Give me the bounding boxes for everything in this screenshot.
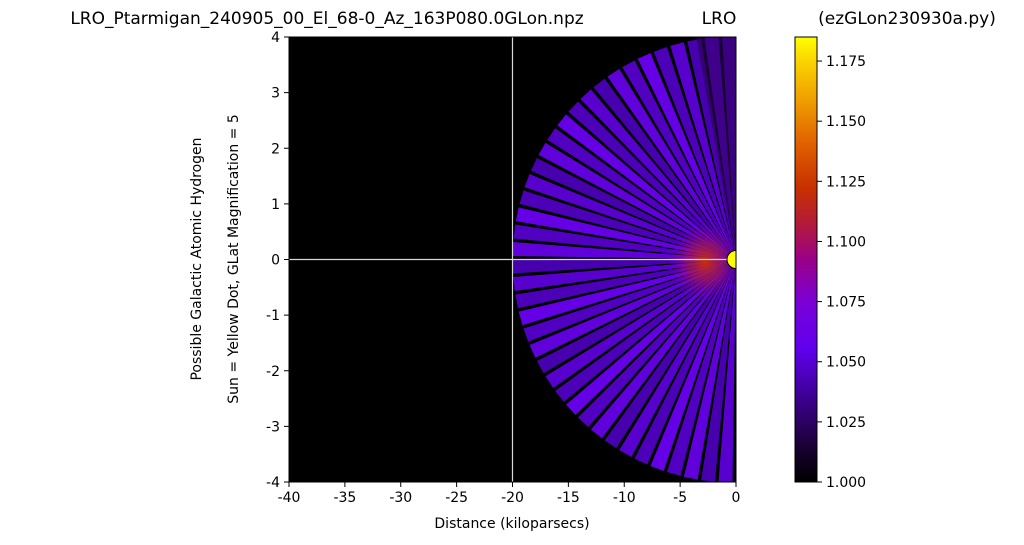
fan-wedge [687, 38, 736, 260]
fan-wedge [683, 259, 736, 480]
fan-wedge [670, 42, 736, 260]
fan-wedge [666, 259, 736, 476]
colorbar-ticks: 1.175 1.150 1.125 1.100 1.075 1.050 1.025 1.000 [817, 54, 866, 491]
y-tick-label: 4 [271, 30, 280, 46]
y-tick-label: -4 [266, 475, 280, 491]
fan-wedge [650, 259, 736, 471]
heatmap-hotspot [667, 222, 736, 302]
x-tick-label: -25 [445, 490, 468, 506]
fan-wedge [580, 89, 736, 260]
y-tick-label: 0 [271, 253, 280, 269]
x-tick-label: -30 [389, 490, 412, 506]
fan-wedge [718, 259, 736, 482]
fan-wedge [590, 259, 736, 439]
colorbar-tick-label: 1.100 [826, 234, 866, 250]
fan-wedge [607, 68, 736, 260]
x-tick-label: -10 [613, 490, 636, 506]
fan-wedge [593, 78, 736, 260]
colorbar-tick-label: 1.175 [826, 54, 866, 70]
colorbar [794, 36, 818, 483]
y-tick-label: -1 [266, 308, 280, 324]
x-tick-label: -15 [557, 490, 580, 506]
y-tick-label: 2 [271, 141, 280, 157]
y-axis-label-line2: Sun = Yellow Dot, GLat Magnification = 5 [226, 114, 242, 403]
y-tick-label: 1 [271, 197, 280, 213]
y-tick-label: 3 [271, 86, 280, 102]
x-tick-label: -5 [673, 490, 687, 506]
chart-title-left: LRO_Ptarmigan_240905_00_El_68-0_Az_163P0… [70, 9, 583, 29]
y-axis-ticks: 4 3 2 1 0 -1 -2 -3 -4 [266, 30, 289, 491]
fan-wedge [577, 259, 736, 428]
fan-wedge [637, 53, 736, 260]
fan-wedge [701, 259, 736, 482]
x-tick-label: -40 [278, 490, 301, 506]
colorbar-tick-label: 1.075 [826, 295, 866, 311]
colorbar-tick-label: 1.150 [826, 114, 866, 130]
colorbar-tick-label: 1.000 [826, 475, 866, 491]
x-tick-label: 0 [732, 490, 741, 506]
fan-wedge [622, 60, 736, 260]
fan-wedge [696, 37, 736, 260]
chart-title-right: (ezGLon230930a.py) [818, 9, 996, 29]
x-tick-label: -20 [501, 490, 524, 506]
x-axis-ticks: -40 -35 -30 -25 -20 -15 -10 -5 0 [278, 482, 741, 506]
fan-wedge [557, 114, 736, 260]
x-tick-label: -35 [333, 490, 356, 506]
y-tick-label: -2 [266, 364, 280, 380]
y-axis-label-line1: Possible Galactic Atomic Hydrogen [189, 137, 205, 380]
fan-wedge [619, 259, 736, 458]
fan-wedge [653, 46, 736, 260]
colorbar-tick-label: 1.125 [826, 174, 866, 190]
sun-marker [726, 250, 736, 269]
x-axis-label: Distance (kiloparsecs) [434, 516, 589, 532]
colorbar-tick-label: 1.025 [826, 415, 866, 431]
fan-wedge [568, 101, 736, 260]
colorbar-tick-label: 1.050 [826, 355, 866, 371]
chart-title-center: LRO [702, 9, 737, 29]
fan-wedge [634, 259, 736, 465]
y-tick-label: -3 [266, 419, 280, 435]
fan-wedge [604, 259, 736, 449]
